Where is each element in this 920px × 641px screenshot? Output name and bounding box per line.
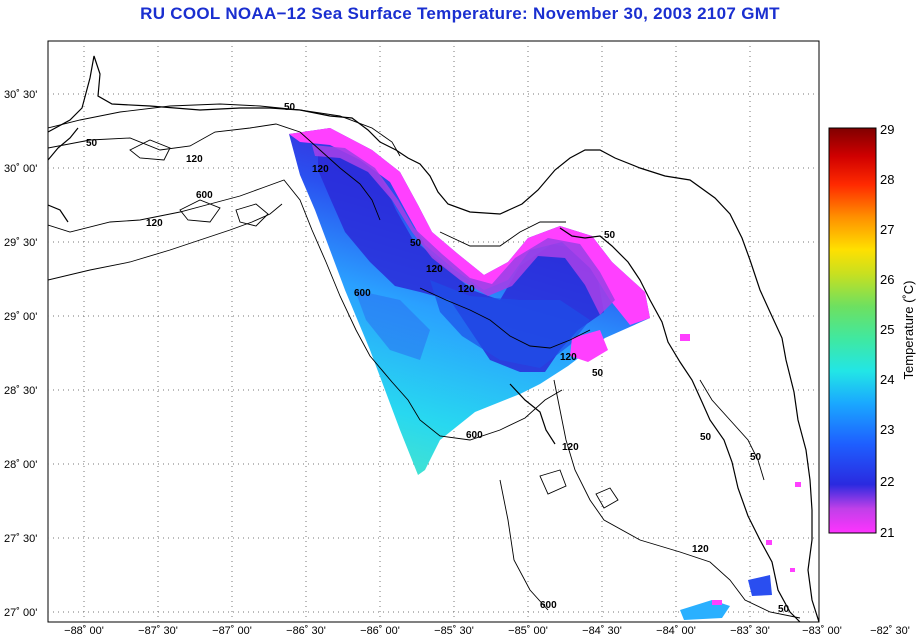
colorbar-tick: 26 xyxy=(880,272,894,287)
contour-label: 50 xyxy=(700,432,712,443)
colorbar-tick: 25 xyxy=(880,322,894,337)
contour-label: 120 xyxy=(458,284,475,295)
contour-label: 50 xyxy=(592,368,604,379)
contour-label: 120 xyxy=(312,164,329,175)
contour-label: 600 xyxy=(466,430,483,441)
contour-label: 50 xyxy=(86,138,98,149)
colorbar-tick: 28 xyxy=(880,172,894,187)
colorbar-tick: 23 xyxy=(880,422,894,437)
map-title: RU COOL NOAA−12 Sea Surface Temperature:… xyxy=(140,4,780,23)
lon-label: −85˚ 30' xyxy=(434,625,474,637)
sst-swath xyxy=(289,128,801,620)
lat-label: 28˚ 30' xyxy=(4,385,37,397)
lon-label: −86˚ 00' xyxy=(360,625,400,637)
colorbar-ticks: 29 28 27 26 25 24 23 22 21 xyxy=(880,122,894,540)
contour-label: 50 xyxy=(750,452,762,463)
colorbar-tick: 29 xyxy=(880,122,894,137)
lat-label: 30˚ 00' xyxy=(4,163,37,175)
contour-label: 600 xyxy=(196,190,213,201)
contour-label: 50 xyxy=(778,604,790,615)
colorbar-tick: 22 xyxy=(880,474,894,489)
lon-label: −88˚ 00' xyxy=(64,625,104,637)
contour-label: 50 xyxy=(604,230,616,241)
colorbar: 29 28 27 26 25 24 23 22 21 Temperature (… xyxy=(828,122,916,540)
lon-label: −84˚ 30' xyxy=(582,625,622,637)
lat-label: 29˚ 00' xyxy=(4,311,37,323)
longitude-labels: −88˚ 00' −87˚ 30' −87˚ 00' −86˚ 30' −86˚… xyxy=(64,625,910,637)
colorbar-tick: 21 xyxy=(880,525,894,540)
lat-label: 29˚ 30' xyxy=(4,237,37,249)
lon-label: −83˚ 00' xyxy=(802,625,842,637)
bathymetry-contours xyxy=(48,103,801,619)
contour-label: 120 xyxy=(560,352,577,363)
lat-label: 28˚ 00' xyxy=(4,459,37,471)
lon-label: −82˚ 30' xyxy=(870,625,910,637)
contour-label: 50 xyxy=(410,238,422,249)
lon-label: −83˚ 30' xyxy=(730,625,770,637)
contour-label: 120 xyxy=(692,544,709,555)
colorbar-label: Temperature (˚C) xyxy=(901,281,916,380)
lon-label: −84˚ 00' xyxy=(656,625,696,637)
contour-label: 120 xyxy=(562,442,579,453)
colorbar-gradient xyxy=(828,127,877,534)
latitude-labels: 30˚ 30' 30˚ 00' 29˚ 30' 29˚ 00' 28˚ 30' … xyxy=(4,89,37,619)
lon-label: −85˚ 00' xyxy=(508,625,548,637)
lat-label: 30˚ 30' xyxy=(4,89,37,101)
contour-label: 600 xyxy=(354,288,371,299)
contour-label: 120 xyxy=(186,154,203,165)
contour-label: 120 xyxy=(146,218,163,229)
coastline xyxy=(48,55,819,622)
colorbar-tick: 24 xyxy=(880,372,894,387)
lon-label: −87˚ 30' xyxy=(138,625,178,637)
contour-label: 50 xyxy=(284,102,296,113)
contour-label: 600 xyxy=(540,600,557,611)
colorbar-tick: 27 xyxy=(880,222,894,237)
contour-labels: 50 50 120 120 120 600 50 120 600 120 120… xyxy=(86,102,790,615)
lon-label: −87˚ 00' xyxy=(212,625,252,637)
lon-label: −86˚ 30' xyxy=(286,625,326,637)
contour-label: 120 xyxy=(426,264,443,275)
lat-label: 27˚ 00' xyxy=(4,607,37,619)
lat-label: 27˚ 30' xyxy=(4,533,37,545)
